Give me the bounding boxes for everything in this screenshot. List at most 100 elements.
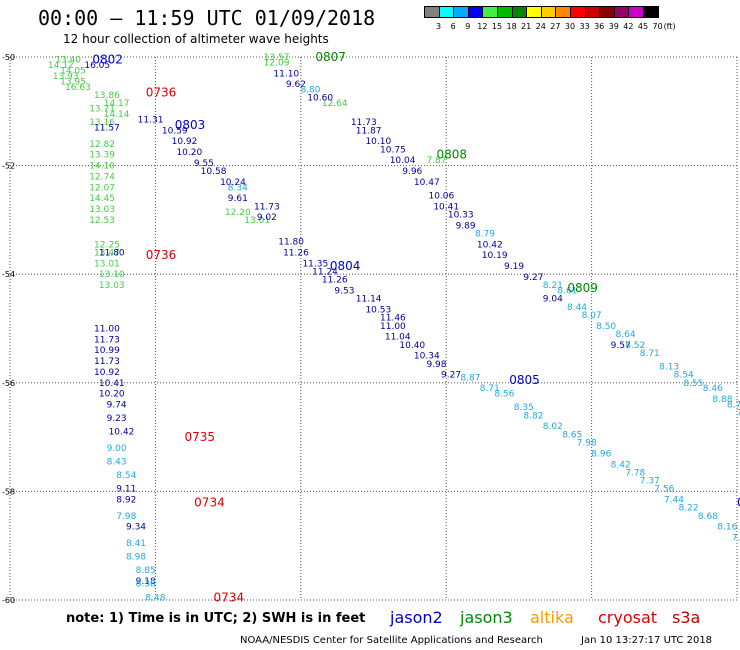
data-point: 13.47 [94, 248, 120, 258]
color-scale-label: 18 [506, 22, 517, 31]
data-point: 10.99 [94, 346, 120, 356]
data-point: 10.24 [220, 178, 246, 188]
data-point: 11.24 [312, 267, 338, 277]
data-point: 13.95 [60, 77, 86, 87]
data-point: 13.40 [55, 56, 81, 66]
data-point: 11.57 [94, 124, 120, 134]
data-point: 12.53 [89, 216, 115, 226]
data-point: 11.80 [99, 248, 125, 258]
data-point: 13.03 [99, 281, 125, 291]
data-point: 8.82 [523, 411, 543, 421]
data-point: 10.59 [162, 126, 188, 136]
timestamp-text: Jan 10 13:27:17 UTC 2018 [581, 635, 713, 646]
data-point: 9.61 [228, 194, 248, 204]
data-point: 10.19 [482, 251, 508, 261]
data-point: 8.42 [611, 460, 631, 470]
data-point: 8.92 [116, 496, 136, 506]
data-point: 8.38 [136, 580, 156, 590]
data-point: 10.75 [380, 145, 406, 155]
y-tick-label: -50 [2, 53, 15, 62]
data-point: 13.86 [94, 91, 120, 101]
data-point: 8.22 [679, 504, 699, 514]
data-point: 8.41 [126, 539, 146, 549]
data-point: 10.92 [172, 137, 198, 147]
color-scale-label: 15 [491, 22, 503, 31]
data-point: 8.44 [567, 303, 587, 313]
data-point: 8.88 [712, 395, 732, 405]
data-point: 10.10 [365, 137, 391, 147]
data-point: 14.05 [60, 67, 86, 77]
data-point: 10.92 [94, 368, 120, 378]
y-tick-label: -54 [2, 270, 15, 279]
data-point: 11.73 [351, 118, 377, 128]
data-point: 7.93 [737, 409, 740, 419]
data-point: 8.71 [480, 384, 500, 394]
data-point: 13.71 [89, 105, 115, 115]
data-point: 8.71 [727, 401, 740, 411]
data-point: 8.52 [625, 341, 645, 351]
color-scale-label: 70 [652, 22, 663, 31]
data-point: 11.73 [94, 357, 120, 367]
data-point: 9.98 [426, 360, 446, 370]
data-point: 9.27 [523, 273, 543, 283]
data-point: 8.46 [703, 384, 723, 394]
data-point: 11.00 [94, 325, 120, 335]
color-scale-label: 9 [465, 22, 471, 31]
data-point: 7.98 [116, 512, 136, 522]
pass-time-label: 0735 [184, 430, 215, 444]
data-point: 9.00 [107, 444, 127, 454]
legend-item-altika: altika [530, 608, 574, 627]
data-point: 14.17 [104, 99, 130, 109]
data-point: 8.98 [126, 553, 146, 563]
data-point: 9.18 [136, 577, 156, 587]
page-subtitle: 12 hour collection of altimeter wave hei… [63, 32, 329, 46]
data-point: 9.74 [107, 401, 127, 411]
color-swatch [643, 6, 659, 18]
color-scale-label: 21 [521, 22, 532, 31]
color-scale-unit: (ft) [663, 22, 676, 31]
data-point: 11.04 [385, 333, 411, 343]
data-point: 8.87 [460, 373, 480, 383]
data-point: 10.47 [414, 178, 440, 188]
data-point: 13.01 [244, 216, 270, 226]
data-point: 10.53 [365, 305, 391, 315]
data-point: 11.35 [302, 259, 328, 269]
data-point: 13.39 [89, 151, 115, 161]
color-scale-label: 30 [564, 22, 576, 31]
page-title: 00:00 – 11:59 UTC 01/09/2018 [38, 6, 376, 30]
data-point: 11.73 [94, 335, 120, 345]
data-point: 10.06 [428, 191, 454, 201]
data-point: 9.11 [116, 485, 136, 495]
data-point: 14.12 [48, 61, 74, 71]
data-point: 11.80 [278, 238, 304, 248]
data-point: 10.60 [307, 94, 333, 104]
data-point: 10.42 [109, 428, 135, 438]
pass-time-label: 0808 [437, 148, 468, 162]
data-point: 9.19 [504, 262, 524, 272]
data-point: 8.80 [300, 86, 320, 96]
pass-time-label: 0806 [737, 495, 740, 509]
data-point: 7.37 [640, 477, 660, 487]
y-tick-label: -60 [2, 596, 15, 605]
data-point: 13.10 [99, 270, 125, 280]
color-scale-label: 36 [594, 22, 605, 31]
data-point: 10.58 [201, 167, 227, 177]
data-point: 13.01 [94, 259, 120, 269]
pass-time-label: 0802 [92, 53, 123, 67]
data-point: 10.04 [390, 156, 416, 166]
data-point: 8.61 [557, 286, 577, 296]
pass-time-label: 0807 [315, 50, 346, 64]
data-point: 7.98 [577, 439, 597, 449]
color-scale-label: 6 [450, 22, 456, 31]
y-tick-label: -58 [2, 487, 15, 496]
units-note: note: 1) Time is in UTC; 2) SWH is in fe… [66, 611, 366, 626]
data-point: 9.62 [286, 80, 306, 90]
data-point: 11.14 [356, 295, 382, 305]
pass-time-label: 0736 [146, 85, 177, 99]
data-point: 8.34 [228, 183, 248, 193]
data-point: 9.55 [194, 159, 214, 169]
data-point: 12.25 [94, 240, 120, 250]
data-point: 11.87 [356, 126, 382, 136]
data-point: 14.14 [104, 110, 130, 120]
data-point: 12.09 [264, 58, 290, 68]
